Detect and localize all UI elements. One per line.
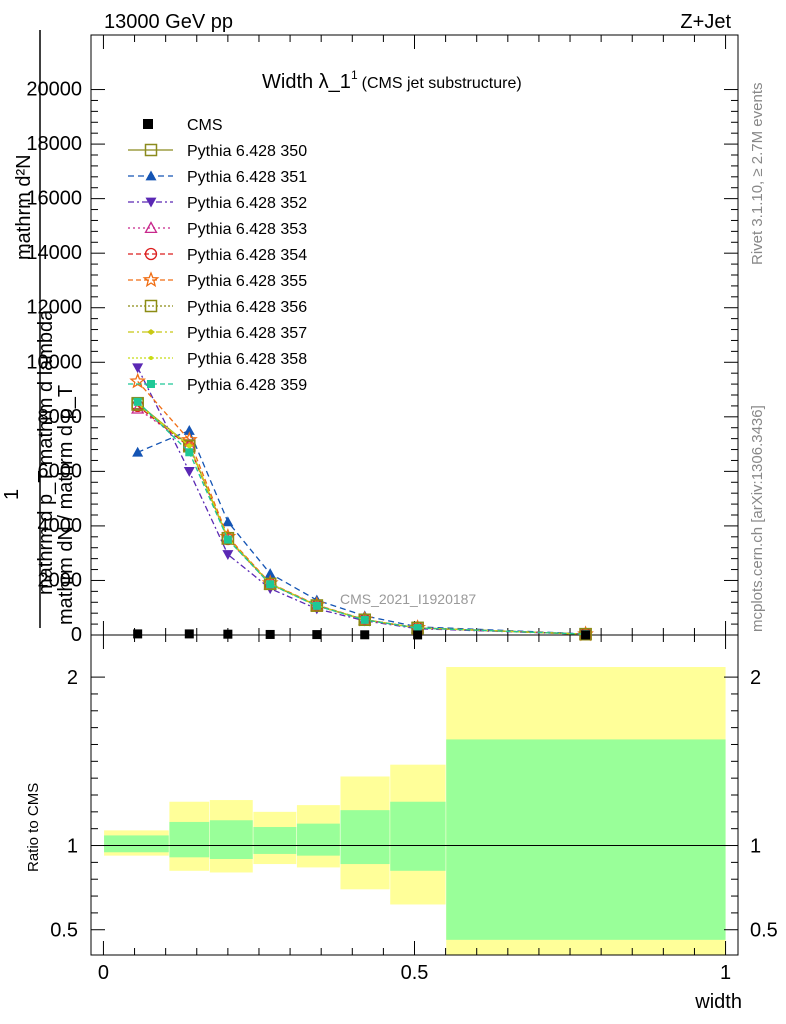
ratio-band-green	[104, 835, 169, 853]
series-point	[266, 580, 275, 589]
cms-data-point	[413, 630, 423, 640]
legend-marker	[144, 221, 158, 234]
x-tick-label: 0	[98, 962, 109, 984]
ratio-tick-label: 1	[67, 836, 78, 858]
legend-label: Pythia 6.428 351	[187, 169, 307, 186]
ratio-tick-label-right: 0.5	[750, 920, 778, 942]
ratio-band-green	[446, 739, 726, 940]
series-line	[137, 401, 586, 635]
ratio-tick-label-right: 1	[750, 836, 761, 858]
y-tick-label: 20000	[26, 79, 82, 101]
cms-data-point	[312, 630, 322, 640]
legend-marker	[145, 170, 157, 181]
legend-marker	[147, 380, 155, 388]
cms-data-point	[223, 629, 233, 639]
cms-data-point	[133, 629, 143, 639]
ratio-band-green	[169, 821, 210, 858]
ratio-tick-label: 2	[67, 667, 78, 689]
plot-title: Width λ_11 (CMS jet substructure)	[262, 68, 522, 93]
plot-title-main: Width λ_1	[262, 71, 351, 93]
series-point	[187, 444, 192, 448]
series-point	[358, 613, 371, 627]
legend-label: Pythia 6.428 356	[187, 299, 307, 316]
ylabel-denominator: mathrm d p_T mathrm d lambda	[35, 309, 57, 595]
side-label-bottom: mcplots.cern.ch [arXiv:1306.3436]	[749, 405, 766, 632]
series-line	[137, 403, 586, 635]
ratio-band-green	[390, 801, 446, 871]
legend-label: Pythia 6.428 354	[187, 247, 307, 264]
legend-label: Pythia 6.428 357	[187, 325, 307, 342]
series-point	[222, 550, 234, 561]
y-tick-label: 4000	[38, 515, 83, 537]
y-tick-label: 2000	[38, 569, 83, 591]
side-label-top: Rivet 3.1.10, ≥ 2.7M events	[749, 83, 766, 266]
series-line	[137, 429, 586, 635]
legend-label: Pythia 6.428 352	[187, 195, 307, 212]
series-point	[183, 424, 195, 435]
series-point	[133, 397, 142, 406]
ylabel-numerator: mathrm d²N	[13, 154, 35, 260]
x-tick-label: 1	[720, 962, 731, 984]
ratio-band-green	[340, 810, 390, 865]
xlabel: width	[694, 991, 742, 1013]
legend-label: Pythia 6.428 353	[187, 221, 307, 238]
series-point	[263, 577, 277, 591]
legend-marker-cms	[143, 119, 153, 129]
legend-label: Pythia 6.428 350	[187, 143, 307, 160]
cms-data-point	[360, 630, 370, 640]
plot-title-sub: (CMS jet substructure)	[362, 75, 522, 92]
plot-title-sup: 1	[351, 68, 358, 82]
legend-label-cms: CMS	[187, 117, 223, 134]
x-tick-label: 0.5	[401, 962, 429, 984]
ylabel-ratio: Ratio to CMS	[25, 783, 42, 872]
ratio-band-green	[209, 820, 253, 859]
legend-marker	[144, 299, 158, 313]
ylabel-one: 1	[1, 489, 23, 500]
ylabel-norm: mathrm dN / mathrm d p_T	[55, 385, 77, 625]
series-point	[264, 568, 276, 579]
legend-label: Pythia 6.428 358	[187, 351, 307, 368]
ratio-tick-label: 0.5	[50, 920, 78, 942]
legend-label: Pythia 6.428 359	[187, 377, 307, 394]
ratio-band-green	[253, 827, 297, 854]
y-tick-label: 6000	[38, 460, 83, 482]
series-point	[413, 624, 422, 633]
legend-marker	[147, 329, 155, 335]
process-label: Z+Jet	[680, 11, 731, 33]
series-point	[183, 466, 195, 477]
y-tick-label: 8000	[38, 406, 83, 428]
series-point	[310, 599, 324, 612]
series-356	[131, 398, 592, 641]
cms-data-point	[581, 630, 591, 640]
series-point	[132, 446, 144, 457]
series-point	[185, 448, 194, 457]
series-point	[360, 615, 369, 624]
legend-label: Pythia 6.428 355	[187, 273, 307, 290]
cms-data-point	[184, 629, 194, 639]
series-point	[223, 535, 232, 544]
energy-label: 13000 GeV pp	[104, 11, 233, 33]
legend-marker	[142, 271, 160, 288]
series-point	[222, 516, 234, 527]
y-tick-label: 0	[71, 624, 82, 646]
series-point	[312, 601, 321, 610]
ratio-tick-label-right: 2	[750, 667, 761, 689]
series-point	[221, 532, 235, 545]
ratio-band-green	[296, 823, 340, 856]
legend-marker	[145, 197, 157, 208]
analysis-label: CMS_2021_I1920187	[340, 591, 476, 607]
cms-data-point	[265, 629, 275, 639]
series-line	[137, 367, 586, 635]
legend-marker	[144, 143, 158, 157]
legend-marker	[149, 356, 153, 360]
y-tick-label: 18000	[26, 133, 82, 155]
legend-marker	[144, 247, 158, 261]
series-point	[132, 363, 144, 374]
